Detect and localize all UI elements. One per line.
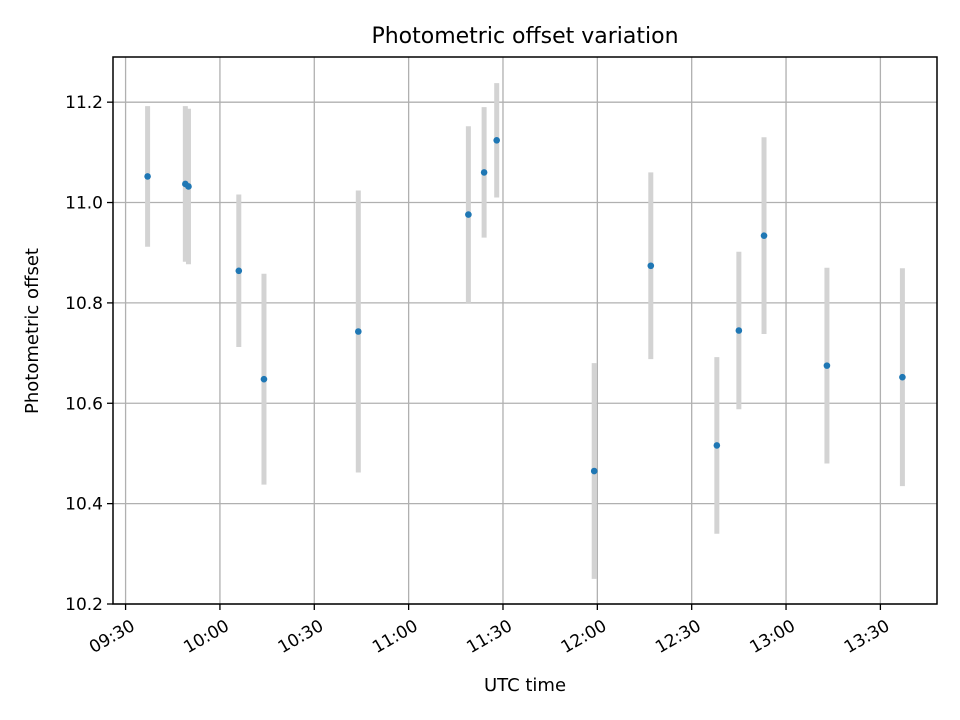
- x-tick-label: 11:30: [463, 616, 515, 658]
- y-axis-label: Photometric offset: [22, 248, 43, 414]
- plot-frame: [112, 56, 938, 605]
- x-tick-label: 13:00: [746, 616, 798, 658]
- x-tick-label: 10:30: [275, 616, 327, 658]
- data-point: [480, 169, 488, 176]
- error-bars: [145, 83, 905, 579]
- x-tick-label: 12:30: [652, 616, 704, 658]
- x-tick-label: 13:30: [841, 616, 893, 658]
- y-tick-label: 10.6: [65, 394, 103, 414]
- data-point: [144, 173, 151, 180]
- grid-lines: [113, 57, 937, 605]
- y-tick-label: 10.2: [65, 595, 103, 615]
- y-tick-label: 10.8: [65, 294, 103, 314]
- data-point: [823, 362, 831, 369]
- chart-title: Photometric offset variation: [371, 24, 678, 49]
- data-point: [493, 137, 500, 144]
- data-point: [899, 373, 906, 381]
- data-point: [713, 442, 721, 449]
- data-point: [647, 262, 655, 270]
- data-point: [235, 267, 243, 275]
- data-point: [760, 232, 768, 239]
- x-tick-label: 11:00: [369, 616, 421, 658]
- y-tick-label: 11.0: [65, 194, 103, 214]
- x-tick-label: 12:00: [558, 616, 610, 658]
- data-points: [144, 137, 906, 475]
- data-point: [185, 183, 192, 190]
- data-point: [260, 375, 268, 383]
- x-tick-label: 10:00: [180, 616, 232, 658]
- data-point: [590, 467, 598, 475]
- data-point: [355, 328, 362, 335]
- y-tick-label: 11.2: [65, 93, 103, 113]
- x-axis-label: UTC time: [484, 675, 566, 696]
- x-tick-label: 09:30: [86, 616, 138, 658]
- y-tick-label: 10.4: [65, 495, 103, 515]
- data-point: [465, 211, 472, 218]
- data-point: [735, 327, 743, 334]
